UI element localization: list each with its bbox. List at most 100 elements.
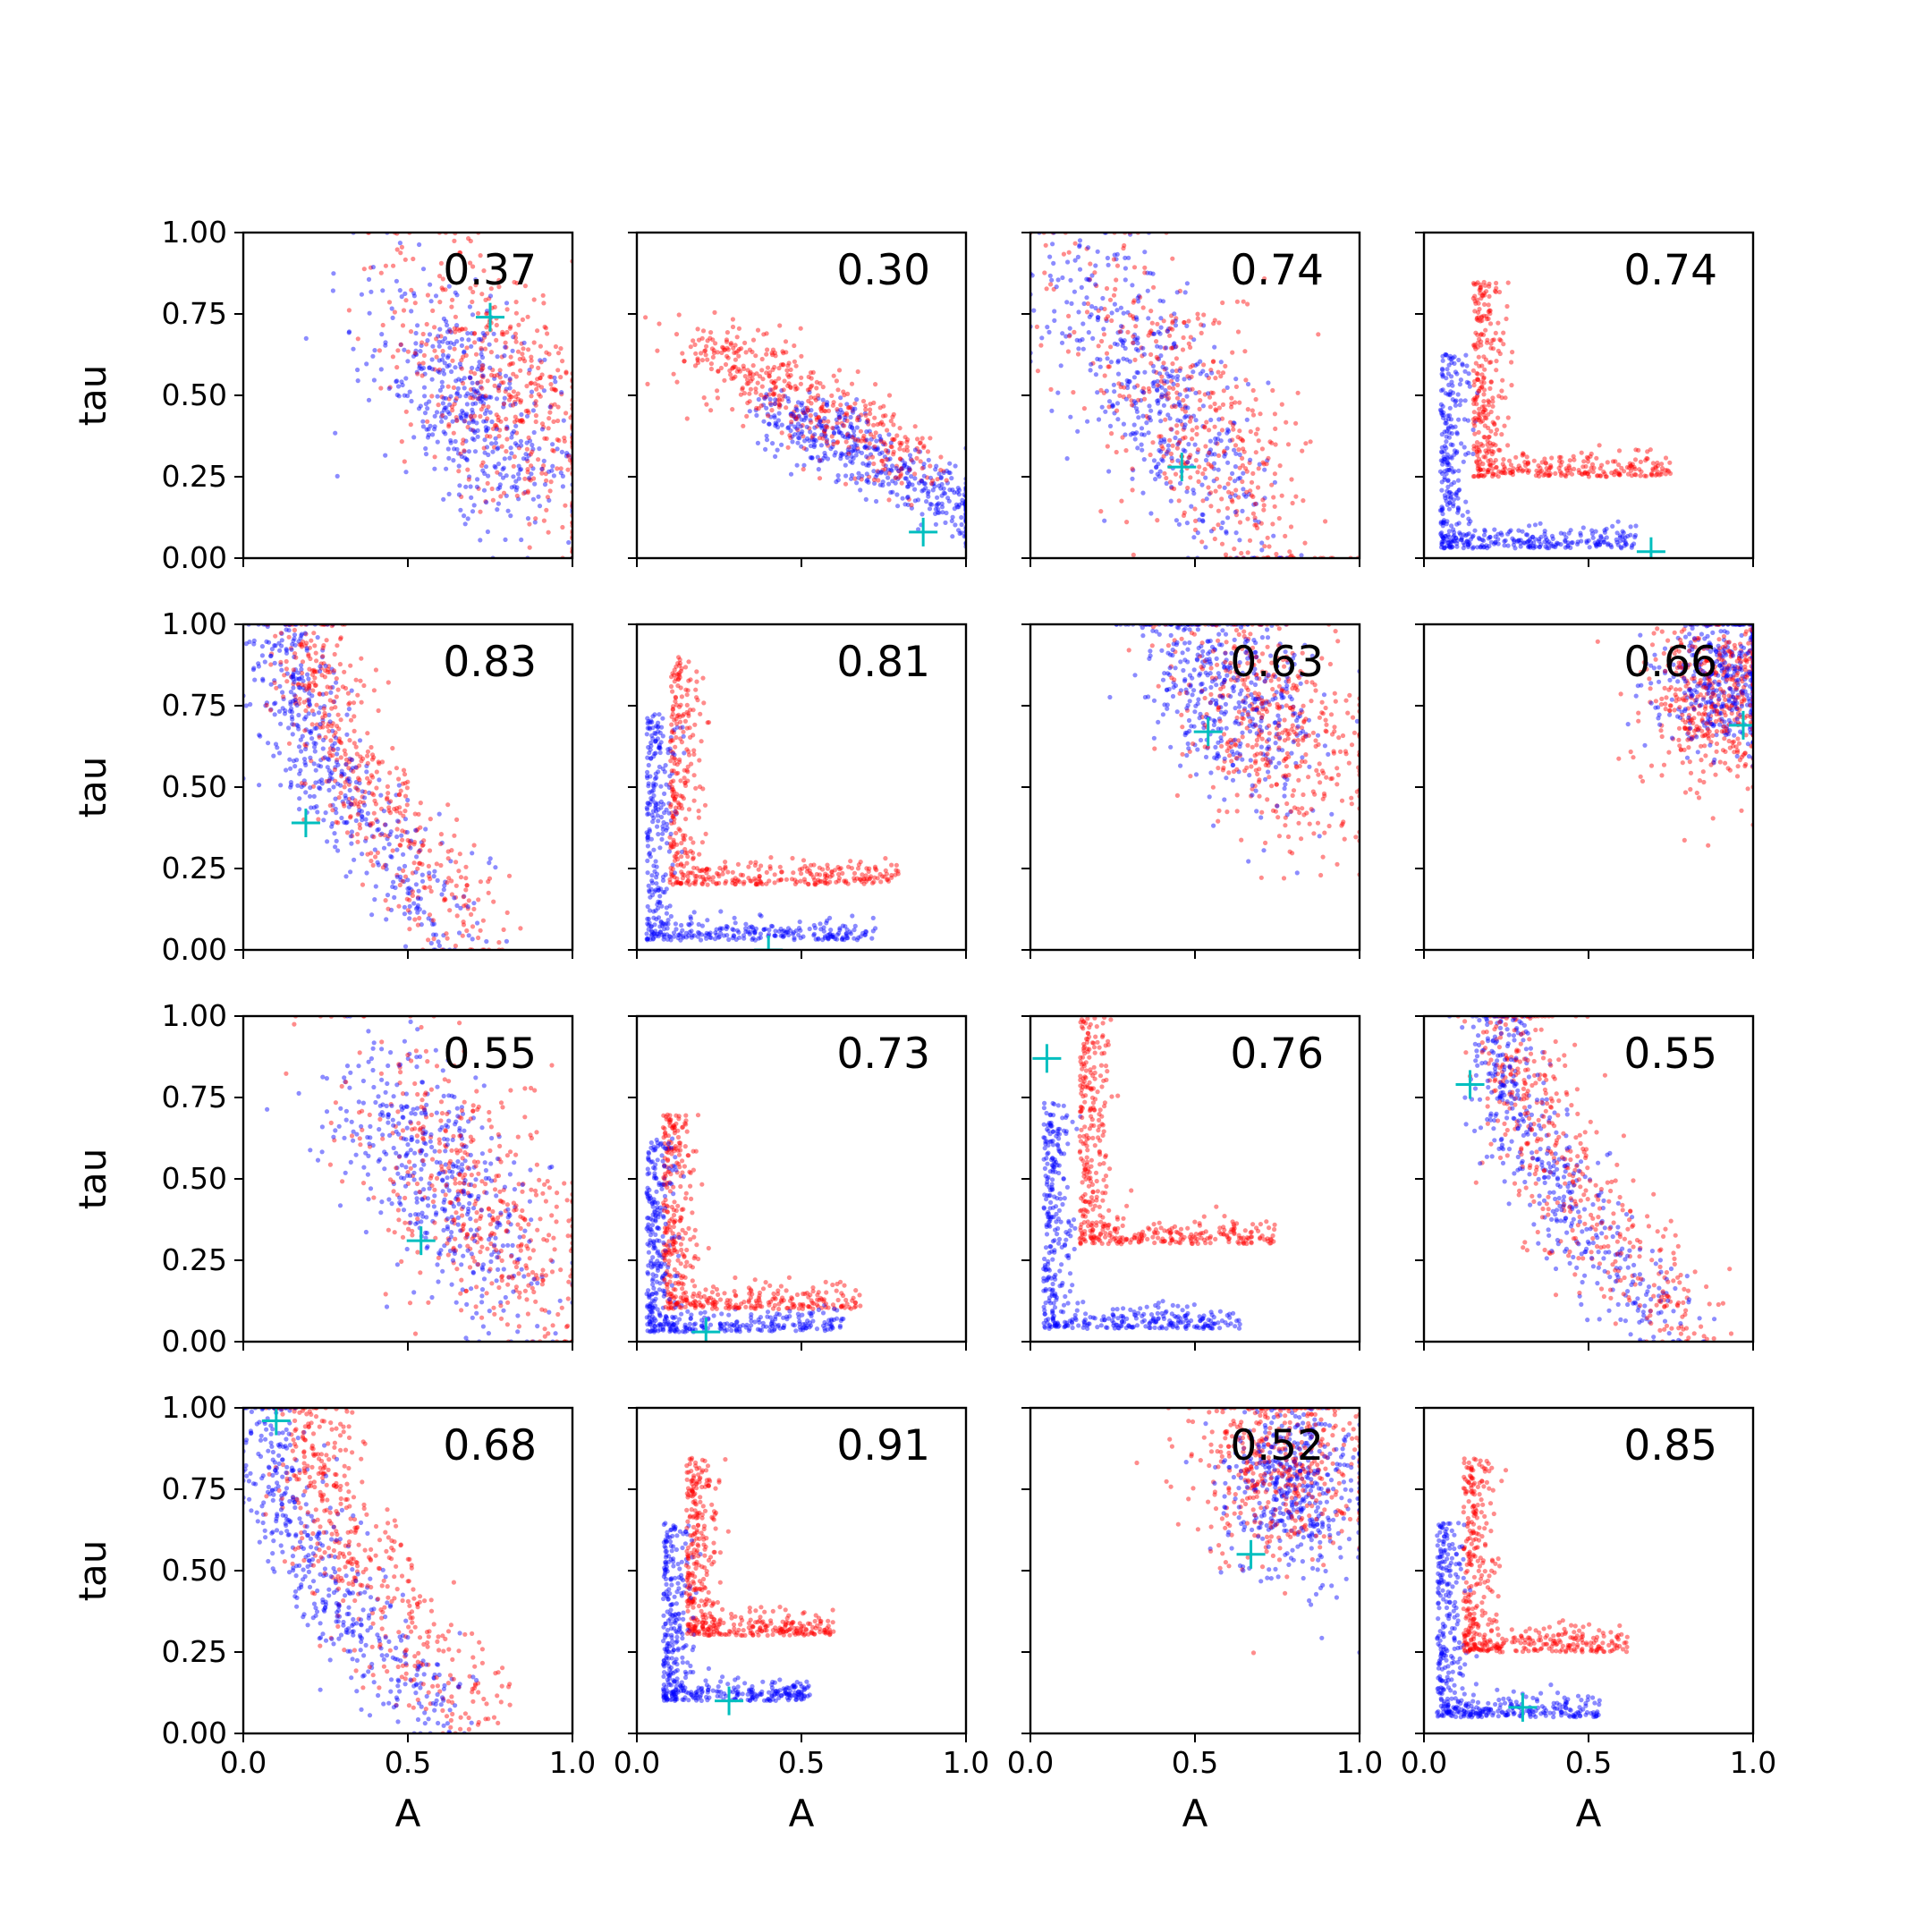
blue-point [399, 379, 404, 385]
red-point [1140, 386, 1147, 391]
red-point [344, 776, 350, 782]
blue-point [403, 470, 409, 475]
red-point [1181, 397, 1186, 403]
red-point [446, 424, 452, 429]
red-point [1148, 330, 1153, 335]
blue-point [415, 323, 420, 328]
red-point [1181, 436, 1186, 441]
red-point [890, 414, 895, 419]
red-point [912, 424, 918, 429]
red-point [307, 666, 312, 672]
blue-point [1184, 521, 1190, 526]
blue-point [326, 778, 332, 784]
blue-point [441, 429, 446, 435]
red-point [415, 826, 420, 833]
blue-point [1204, 372, 1209, 378]
red-point [811, 862, 817, 868]
blue-point [1446, 506, 1452, 512]
red-point [1174, 445, 1180, 451]
blue-point [508, 402, 513, 408]
red-point [495, 372, 500, 377]
red-point [1237, 400, 1242, 405]
red-point [1497, 337, 1503, 343]
blue-point [278, 662, 284, 667]
blue-point [1632, 534, 1638, 540]
red-point [449, 848, 454, 853]
red-point [531, 476, 537, 481]
red-point [1478, 467, 1483, 472]
red-point [724, 337, 730, 343]
blue-point [1159, 394, 1165, 400]
red-point [1505, 280, 1511, 285]
blue-point [1447, 489, 1453, 496]
blue-point [495, 446, 500, 452]
blue-point [1493, 534, 1498, 539]
blue-point [268, 682, 274, 687]
blue-point [1148, 270, 1153, 275]
blue-point [292, 764, 298, 769]
red-point [695, 360, 701, 366]
red-point [1182, 409, 1188, 414]
red-point [753, 860, 758, 865]
red-point [1131, 340, 1136, 345]
blue-point [1176, 521, 1182, 527]
red-point [785, 372, 791, 377]
blue-point [289, 706, 294, 711]
red-point [469, 386, 474, 392]
blue-point [411, 435, 417, 440]
red-point [1197, 406, 1202, 411]
blue-point [835, 478, 841, 483]
red-point [299, 642, 304, 648]
red-point [944, 478, 949, 483]
red-point [326, 750, 332, 756]
blue-point [864, 419, 869, 425]
blue-point [1059, 340, 1065, 345]
red-point [371, 835, 377, 840]
blue-point [1525, 538, 1530, 545]
blue-point [413, 827, 419, 833]
red-point [1272, 411, 1277, 417]
red-point [1556, 454, 1563, 460]
blue-point [1463, 533, 1469, 538]
blue-point [1142, 250, 1148, 255]
blue-point [1237, 538, 1242, 543]
blue-point [364, 769, 369, 775]
red-point [745, 377, 750, 383]
red-point [1154, 339, 1159, 344]
red-point [675, 770, 681, 775]
blue-point [335, 751, 340, 757]
red-point [871, 400, 877, 405]
blue-point [877, 451, 883, 456]
blue-point [1456, 417, 1462, 422]
red-point [1557, 469, 1563, 474]
red-point [386, 906, 391, 911]
blue-point [445, 409, 451, 415]
red-point [1475, 377, 1481, 382]
red-point [528, 478, 533, 483]
blue-point [1237, 475, 1243, 480]
red-point [321, 706, 326, 711]
red-point [555, 368, 561, 373]
blue-point [519, 443, 524, 448]
blue-point [652, 776, 658, 782]
red-point [938, 467, 944, 473]
red-point [402, 781, 408, 786]
blue-point [467, 375, 472, 380]
red-point [850, 408, 855, 413]
red-point [426, 937, 431, 943]
red-point [379, 759, 386, 765]
red-point [1579, 471, 1584, 477]
red-point [562, 435, 567, 441]
blue-point [297, 796, 302, 801]
red-point [1255, 427, 1260, 432]
red-point [672, 798, 677, 803]
blue-point [547, 469, 552, 474]
red-point [1501, 456, 1506, 462]
red-point [1170, 326, 1175, 332]
red-point [465, 906, 470, 911]
red-point [877, 421, 883, 427]
red-point [1474, 370, 1479, 376]
blue-point [1174, 518, 1179, 523]
red-point [789, 877, 795, 882]
blue-point [1176, 402, 1182, 407]
